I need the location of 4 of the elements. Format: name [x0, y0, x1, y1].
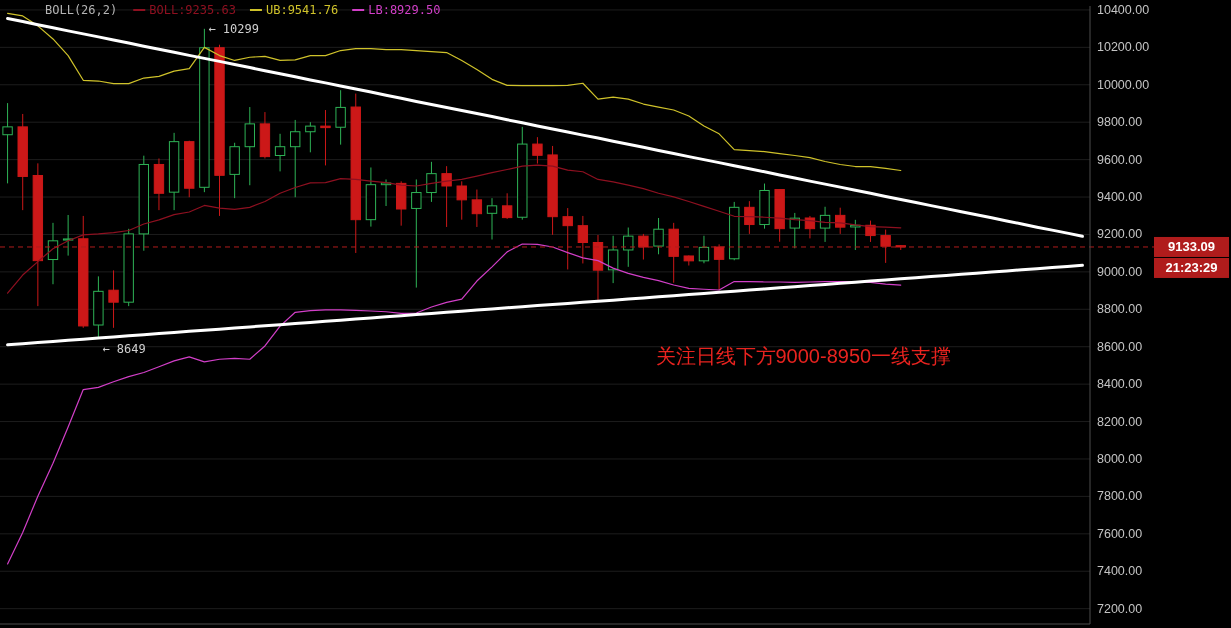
annotation: 关注日线下方9000-8950一线支撑: [655, 345, 952, 368]
annotation: ← 8649: [102, 341, 146, 356]
annotation: ← 10299: [208, 21, 259, 36]
annotation: 21:23:29: [1165, 260, 1218, 276]
